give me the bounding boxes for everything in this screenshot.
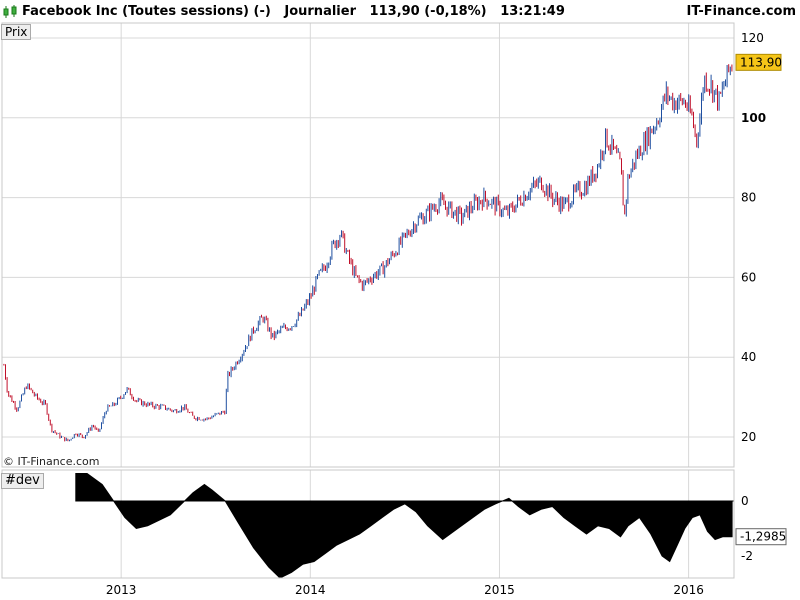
price-tick-label: 120	[741, 31, 764, 45]
brand-name: IT-Finance.com	[686, 4, 796, 19]
dev-tick-label: -2	[741, 549, 753, 563]
date-tick-label: 2013	[106, 583, 137, 597]
price-axis: 20 40 60 80 100 120	[741, 31, 766, 444]
price-panel-label: Prix	[1, 24, 32, 40]
last-value-badges: 113,90 -1,2985	[735, 53, 787, 546]
chart-header: Facebook Inc (Toutes sessions) (-) Journ…	[0, 0, 800, 24]
candlestick-logo-icon	[3, 5, 17, 18]
date-tick-label: 2014	[295, 583, 326, 597]
dev-panel-label: #dev	[1, 473, 44, 489]
price-tick-label: 20	[741, 430, 756, 444]
candlestick-series	[3, 64, 733, 442]
dev-panel-frame	[1, 469, 735, 579]
date-tick-label: 2015	[484, 583, 515, 597]
last-dev-badge	[735, 528, 787, 546]
last-price-badge	[735, 53, 782, 71]
dev-tick-label: 0	[741, 494, 749, 508]
dev-indicator-area	[75, 473, 734, 579]
dev-area-shape	[75, 473, 733, 579]
chart-title: Facebook Inc (Toutes sessions) (-) Journ…	[22, 4, 565, 19]
price-tick-label: 100	[741, 111, 766, 125]
chart-frame	[1, 22, 735, 579]
price-panel-frame	[1, 22, 735, 468]
grid-lines	[2, 23, 734, 578]
price-tick-label: 60	[741, 270, 756, 284]
price-tick-label: 40	[741, 350, 756, 364]
dev-axis: 0 -2	[741, 494, 753, 563]
watermark: © IT-Finance.com	[3, 455, 100, 468]
last-dev-label: -1,2985	[740, 530, 786, 544]
price-tick-label: 80	[741, 191, 756, 205]
date-axis: 2013 2014 2015 2016	[106, 583, 704, 597]
date-tick-label: 2016	[673, 583, 704, 597]
last-price-label: 113,90	[740, 55, 782, 69]
